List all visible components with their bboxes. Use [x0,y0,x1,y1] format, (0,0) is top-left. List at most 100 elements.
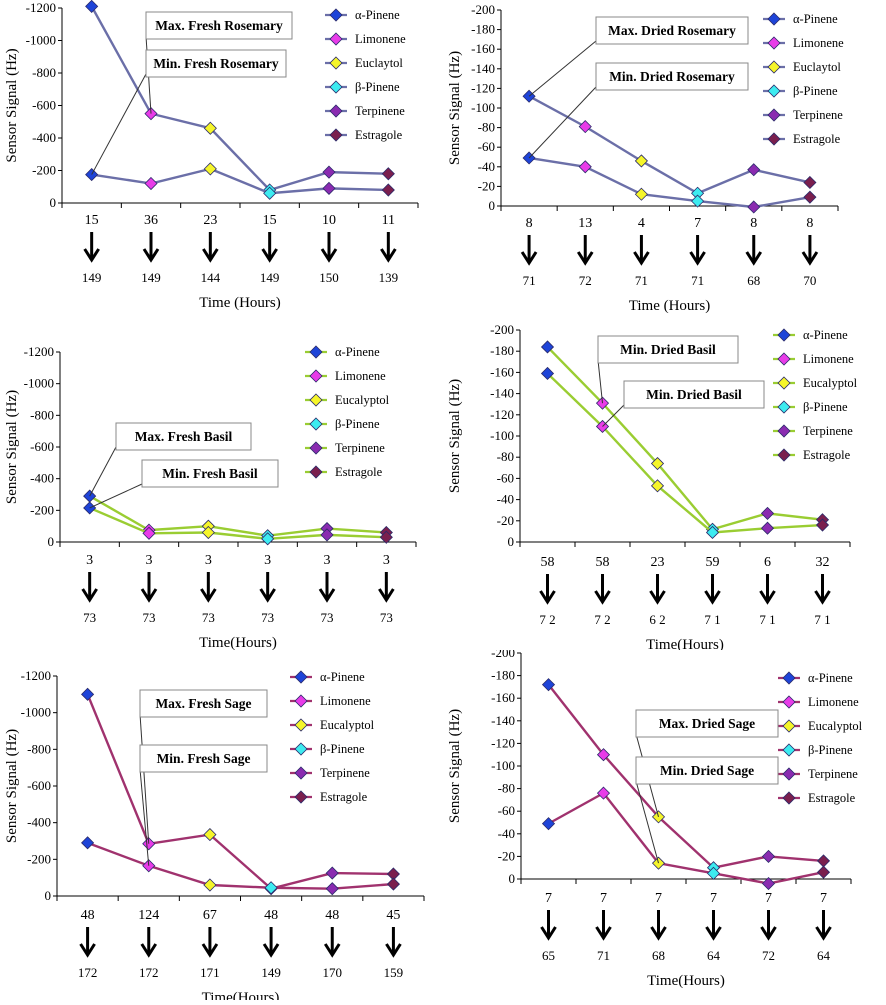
down-arrow-icon-head [649,590,666,605]
data-point [650,456,665,471]
down-arrow-icon [81,572,98,603]
data-point [325,882,339,896]
annotation-box [115,422,252,451]
legend-marker [777,328,791,342]
chart-fresh-sage-svg: -1200 -1000 -800 -600 -400 -200 0 Sensor Signal… [4,668,425,1005]
time-label: 149 [82,270,102,285]
y-tick-label: 0 [45,888,52,903]
legend-label: Terpinene [808,767,858,781]
legend-marker [329,8,343,22]
legend-marker [294,742,308,756]
legend-marker [767,84,781,98]
legend-marker [777,424,791,438]
chart-fresh-basil: -1200 -1000 -800 -600 -400 -200 0 Sensor Signal… [0,325,443,651]
x-tick-label: 45 [386,908,400,923]
down-arrow-icon [801,235,819,266]
y-tick-label: -160 [491,690,515,705]
down-arrow-icon [520,235,538,266]
y-tick-label: -140 [491,713,515,728]
down-arrow-icon-head [520,251,538,266]
y-tick-label: -80 [498,781,515,796]
down-arrow-icon-head [539,590,556,605]
legend-label: Terpinene [355,104,405,118]
data-point [203,162,217,176]
y-tick-label: -20 [478,178,495,193]
y-tick-label: -100 [490,428,514,443]
chart-dried-rosemary: -200 -180 -160 -140 -120 -100 -80 -60 -40 -20 0 Sen… [443,0,886,325]
x-tick-label: 8 [526,216,533,231]
legend-marker [782,791,796,805]
annotation-box [145,49,287,78]
down-arrow-icon-head [261,248,278,263]
down-arrow-icon [259,572,276,603]
down-arrow-icon-head [633,251,650,266]
y-tick-label: -80 [478,120,495,135]
data-point [578,120,592,134]
y-tick-label: -200 [30,502,54,517]
data-point [761,876,776,891]
y-tick-label: -400 [30,471,54,486]
legend-label: Terpinene [803,424,853,438]
data-point [322,181,336,195]
data-point [747,200,761,214]
data-point [747,163,761,177]
y-tick-label: -60 [478,139,495,154]
down-arrow-icon-head [815,926,832,941]
x-tick-label: 3 [86,553,93,568]
data-point [263,186,277,200]
y-tick-label: -1200 [26,0,56,15]
y-axis-title: Sensor Signal (Hz) [447,51,463,165]
legend-label: α-Pinene [808,671,853,685]
legend-label: Estragole [793,132,841,146]
down-arrow-icon [201,927,219,958]
y-tick-label: -180 [490,343,514,358]
x-tick-label: 7 [655,891,662,906]
annotation-label: Min. Fresh Basil [162,466,258,481]
legend-marker [777,400,791,414]
annotation-label: Min. Dried Basil [620,342,716,357]
legend-label: α-Pinene [335,345,380,359]
time-label: 73 [143,610,156,625]
data-point [203,878,217,892]
legend-label: Estragole [808,791,856,805]
data-point [203,121,217,135]
down-arrow-icon-head [801,251,819,266]
down-arrow-icon [649,574,666,605]
data-point [578,160,592,174]
time-label: 7 1 [814,612,830,627]
legend-label: Eucalyptol [335,393,390,407]
legend-label: Limonene [335,369,386,383]
time-label: 71 [523,273,536,288]
legend-label: β-Pinene [803,400,848,414]
data-point [201,525,215,540]
y-tick-label: -40 [498,826,515,841]
legend-marker [294,694,308,708]
down-arrow-icon [83,232,100,263]
data-point [81,836,95,850]
down-arrow-icon [650,910,667,941]
legend-label: Euclaytol [355,56,403,70]
down-arrow-icon-head [202,248,219,263]
chart-fresh-rosemary-svg: -1200 -1000 -800 -600 -400 -200 0 Sensor Signal… [4,0,419,311]
x-axis-title: Time(Hours) [199,635,277,650]
y-tick-label: -40 [497,492,514,507]
annotation-box [141,459,279,488]
down-arrow-icon-head [814,590,831,605]
y-tick-label: -200 [471,2,495,17]
time-label: 73 [380,610,393,625]
y-tick-label: -800 [27,741,51,756]
down-arrow-icon [79,927,96,958]
down-arrow-icon [318,572,336,603]
y-tick-label: -140 [471,61,495,76]
y-tick-label: -100 [491,758,515,773]
x-tick-label: 8 [750,216,757,231]
x-tick-label: 48 [264,908,278,923]
x-tick-label: 7 [820,891,827,906]
data-point [596,786,611,800]
legend-marker [782,671,796,685]
legend-marker [309,345,323,359]
legend-marker [309,417,323,431]
y-tick-label: 0 [509,871,516,886]
data-point [650,479,665,493]
down-arrow-icon [202,232,219,263]
